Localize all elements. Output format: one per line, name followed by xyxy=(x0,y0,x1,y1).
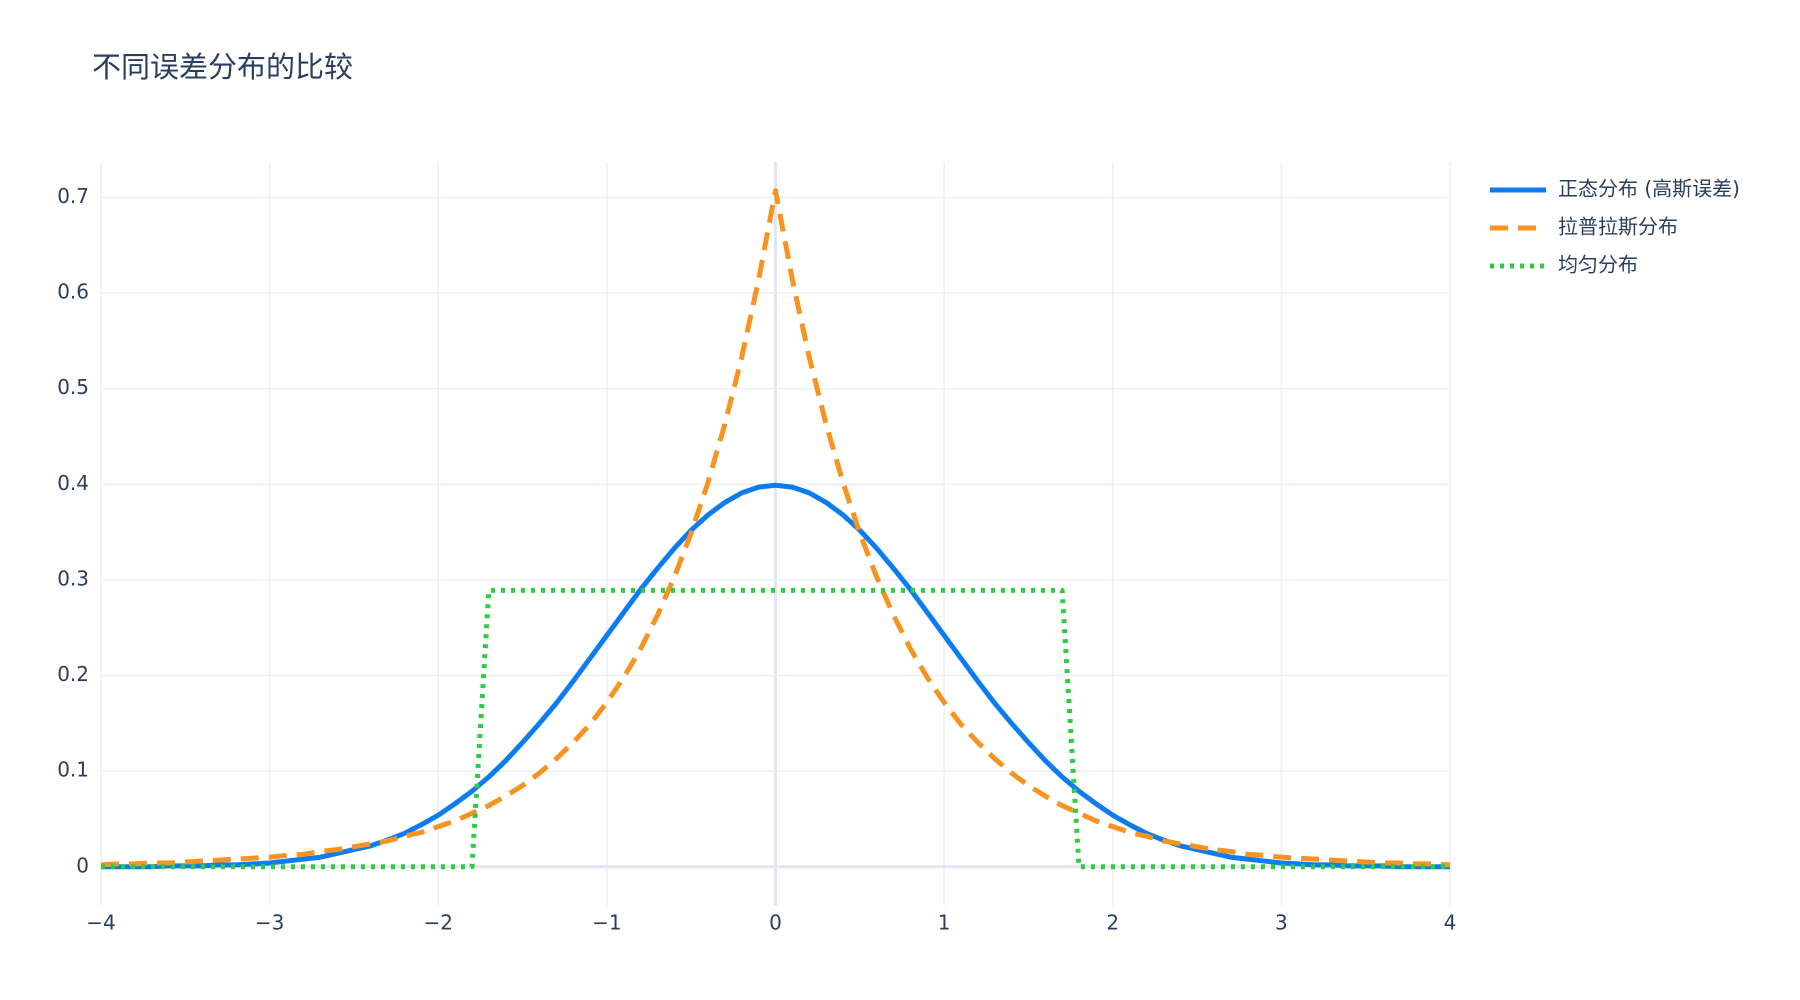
y-tick-label: 0 xyxy=(76,853,89,877)
y-tick-label: 0.6 xyxy=(57,280,89,304)
y-tick-label: 0.5 xyxy=(57,375,89,399)
y-tick-label: 0.3 xyxy=(57,566,89,590)
x-tick-label: 2 xyxy=(1106,911,1119,935)
legend-label: 均匀分布 xyxy=(1558,253,1638,277)
chart-title: 不同误差分布的比较 xyxy=(92,50,353,84)
x-tick-label: −1 xyxy=(592,911,621,935)
y-tick-label: 0.1 xyxy=(57,758,89,782)
x-tick-label: 4 xyxy=(1444,911,1457,935)
x-tick-label: 1 xyxy=(938,911,951,935)
x-tick-label: 0 xyxy=(769,911,782,935)
y-tick-label: 0.4 xyxy=(57,471,89,495)
x-tick-label: −4 xyxy=(86,911,115,935)
series-line xyxy=(100,188,1451,868)
x-tick-label: −2 xyxy=(424,911,453,935)
legend-label: 拉普拉斯分布 xyxy=(1558,215,1678,239)
y-tick-label: 0.2 xyxy=(57,662,89,686)
y-tick-label: 0.7 xyxy=(57,184,89,208)
x-tick-label: −3 xyxy=(255,911,284,935)
series-line xyxy=(101,482,1450,870)
x-tick-label: 3 xyxy=(1275,911,1288,935)
legend-label: 正态分布 (高斯误差) xyxy=(1558,177,1740,201)
